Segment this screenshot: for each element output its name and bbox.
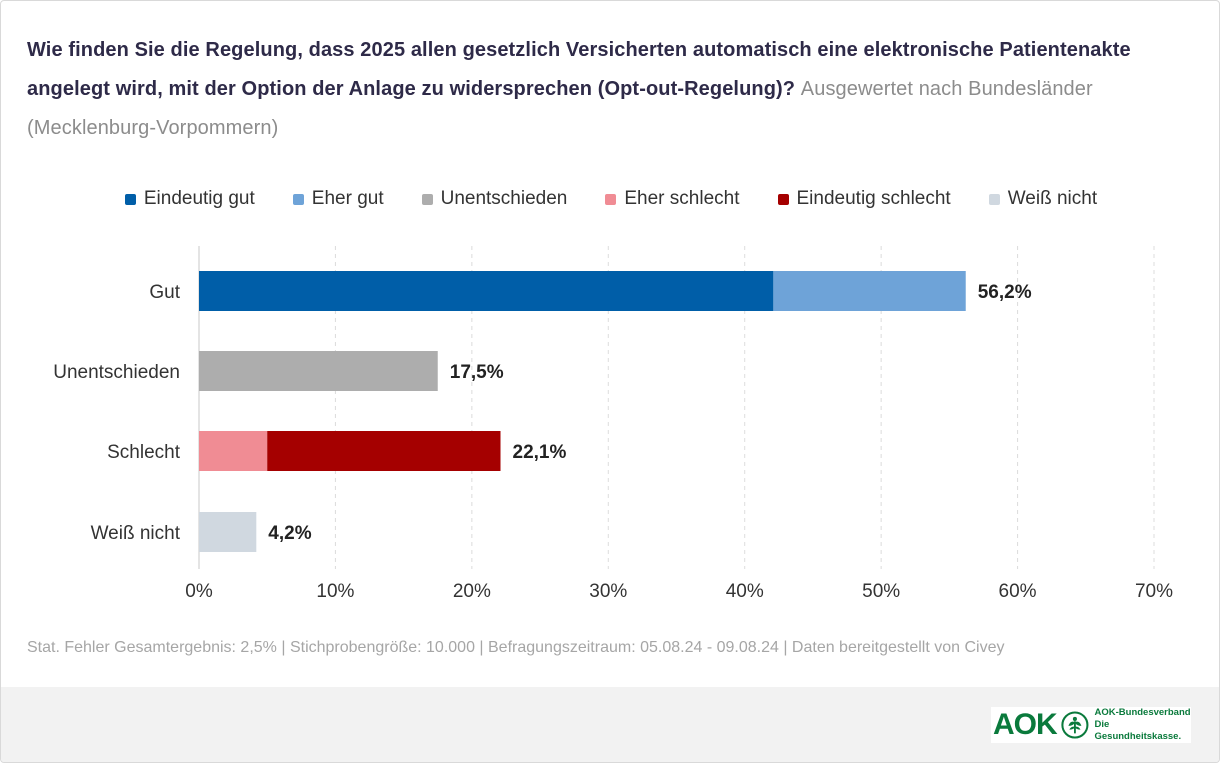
bar-segment — [199, 351, 438, 391]
bar-total-label: 4,2% — [268, 523, 311, 544]
legend-item: Eindeutig schlecht — [777, 188, 951, 210]
bar-total-label: 17,5% — [450, 362, 504, 383]
legend-swatch — [124, 193, 136, 205]
chart-subtitle: Ausgewertet nach Bundesländer (Mecklenbu… — [27, 78, 1093, 139]
chart-legend: Eindeutig gut Eher gut Unentschieden Eher s… — [1, 187, 1219, 211]
legend-label: Eindeutig gut — [143, 188, 255, 209]
x-tick-label: 0% — [185, 581, 213, 602]
legend-label: Eher gut — [311, 188, 384, 209]
aok-tree-icon — [1061, 711, 1089, 739]
legend-item: Eher gut — [292, 188, 384, 210]
aok-wordmark: AOK — [993, 708, 1058, 741]
x-tick-label: 20% — [453, 581, 491, 602]
aok-claim: AOK-Bundesverband Die Gesundheitskasse. — [1095, 707, 1192, 743]
legend-item: Eher schlecht — [605, 188, 740, 210]
aok-claim-line2: Die Gesundheitskasse. — [1094, 719, 1182, 742]
chart-title: Wie finden Sie die Regelung, dass 2025 a… — [27, 31, 1197, 148]
bar-total-label: 22,1% — [513, 442, 567, 463]
legend-swatch — [988, 193, 1000, 205]
bar-segment — [199, 512, 257, 552]
chart-title-main: Wie finden Sie die Regelung, dass 2025 a… — [27, 39, 1131, 100]
x-tick-label: 50% — [862, 581, 900, 602]
bar-chart: 0% 10% 20% 30% 40% 50% 60% 70% Gut 56,2% Unentschi… — [53, 246, 1173, 602]
category-label: Gut — [149, 282, 180, 303]
bar-segment — [199, 271, 774, 311]
legend-label: Eher schlecht — [624, 188, 740, 209]
category-label: Unentschieden — [53, 362, 180, 383]
bar-segment — [199, 431, 268, 471]
bar-total-label: 56,2% — [978, 282, 1032, 303]
x-tick-label: 60% — [999, 581, 1037, 602]
legend-item: Unentschieden — [421, 188, 568, 210]
legend-swatch — [421, 193, 433, 205]
legend-label: Unentschieden — [440, 188, 568, 209]
bar-segment — [267, 431, 501, 471]
legend-label: Eindeutig schlecht — [796, 188, 951, 209]
x-tick-label: 30% — [589, 581, 627, 602]
aok-logo: AOK AOK-Bundesverband Die Gesundheitskas… — [991, 707, 1191, 743]
legend-swatch — [777, 193, 789, 205]
legend-item: Eindeutig gut — [124, 188, 255, 210]
x-tick-label: 40% — [726, 581, 764, 602]
footer-note: Stat. Fehler Gesamtergebnis: 2,5% | Stic… — [27, 639, 1005, 656]
legend-item: Weiß nicht — [988, 188, 1098, 210]
category-label: Weiß nicht — [91, 523, 181, 544]
x-tick-label: 70% — [1135, 581, 1173, 602]
aok-claim-line1: AOK-Bundesverband — [1094, 707, 1191, 718]
bar-segment — [773, 271, 966, 311]
x-tick-label: 10% — [316, 581, 354, 602]
legend-label: Weiß nicht — [1007, 188, 1098, 209]
category-label: Schlecht — [107, 442, 181, 463]
legend-swatch — [605, 193, 617, 205]
legend-swatch — [292, 193, 304, 205]
